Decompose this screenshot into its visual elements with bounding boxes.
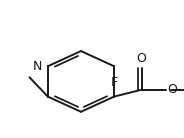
Text: F: F bbox=[111, 76, 118, 89]
Text: N: N bbox=[33, 60, 42, 73]
Text: O: O bbox=[167, 83, 177, 96]
Text: O: O bbox=[137, 52, 147, 65]
